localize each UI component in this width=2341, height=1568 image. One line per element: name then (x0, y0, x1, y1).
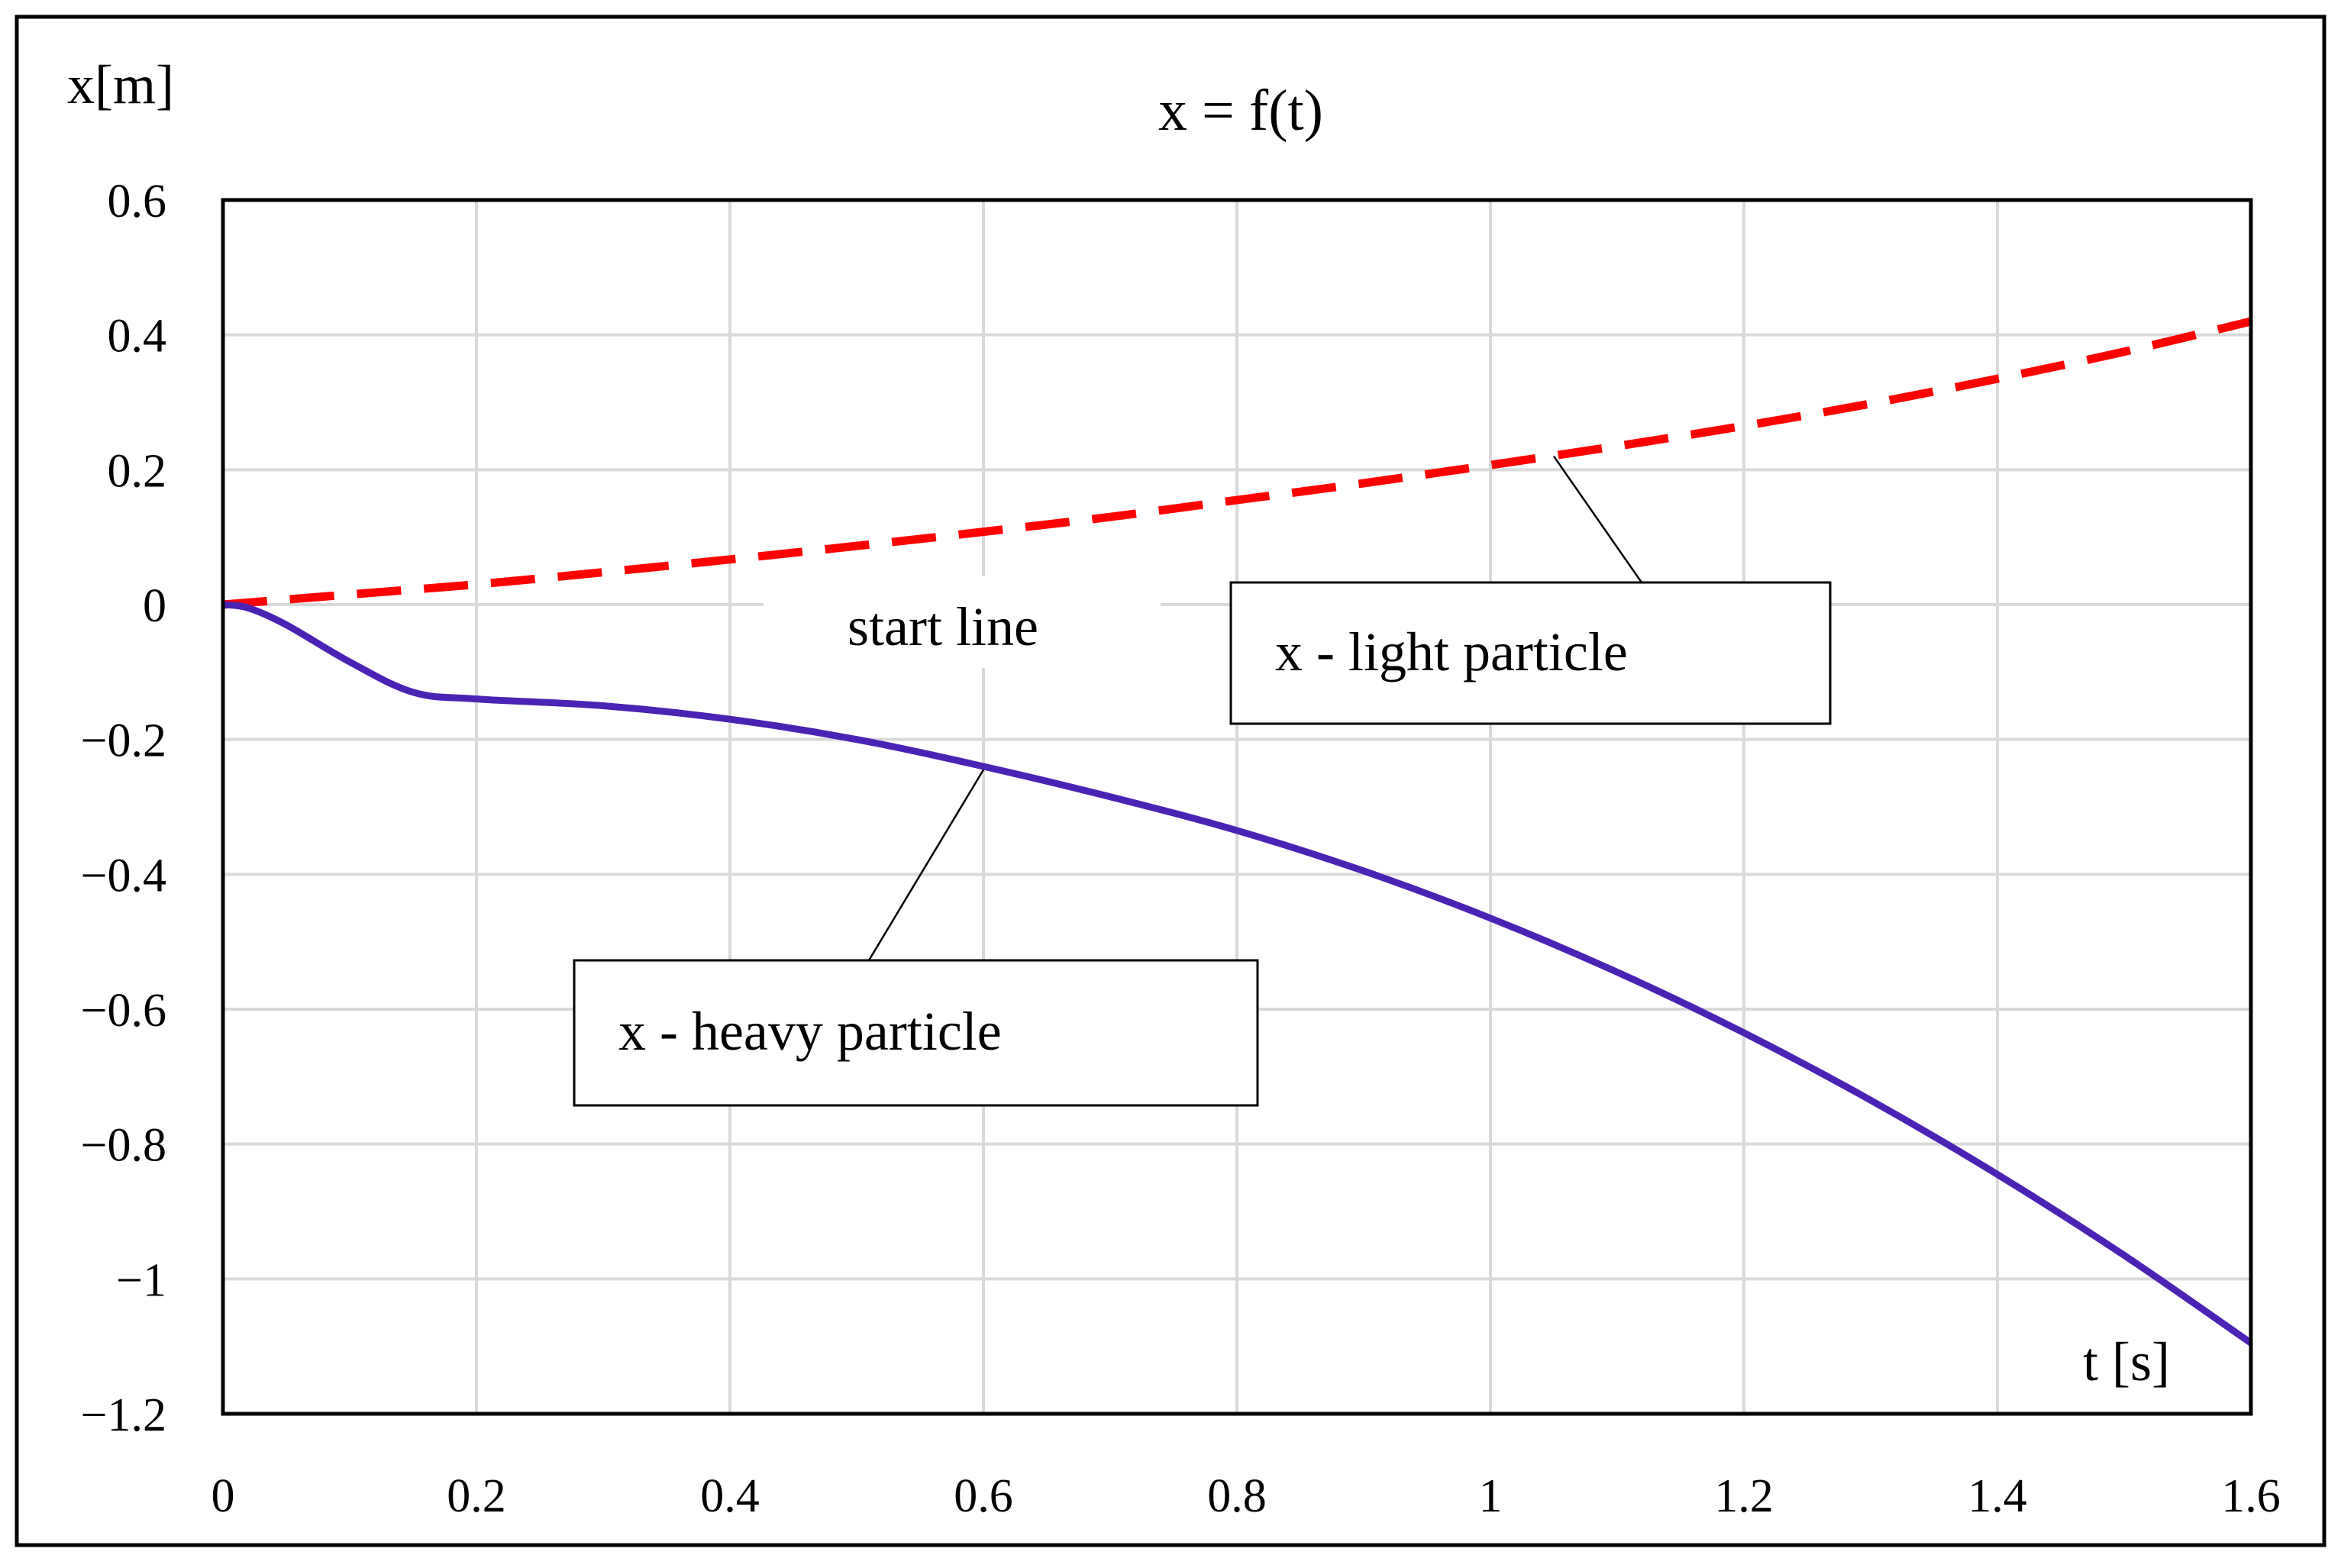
y-tick-label: 0.4 (108, 311, 167, 363)
start-line-label: start line (848, 596, 1038, 657)
heavy-particle-label-box (573, 959, 1259, 1107)
x-axis-label: t [s] (2083, 1331, 2170, 1392)
x-tick-label: 0.4 (700, 1470, 760, 1522)
heavy-particle-series-line (222, 601, 2253, 1346)
y-tick-label: 0.6 (108, 176, 167, 227)
x-tick-label: 1.4 (1968, 1470, 2027, 1522)
light-particle-series-line (222, 317, 2252, 609)
y-tick-label: −1 (116, 1254, 166, 1306)
y-axis-label: x[m] (67, 54, 174, 115)
light-particle-label-box (1229, 581, 1832, 725)
y-tick-label: −0.8 (81, 1120, 166, 1172)
chart-frame (15, 15, 2326, 1547)
x-tick-label: 1.6 (2221, 1470, 2281, 1522)
x-tick-label: 1.2 (1714, 1470, 1774, 1522)
x-tick-label: 0 (211, 1470, 235, 1522)
x-tick-label: 0.6 (954, 1470, 1013, 1522)
heavy-particle-label: x - heavy particle (618, 1001, 1002, 1062)
tick-labels: 0 0.2 0.4 0.6 0.8 1 1.2 1.4 1.6 0.6 0.4 0.2 0 −0.2 −0.… (81, 176, 2281, 1522)
y-tick-label: −1.2 (81, 1389, 166, 1441)
x-tick-label: 0.2 (447, 1470, 506, 1522)
chart-title: x = f(t) (1158, 79, 1323, 143)
x-tick-label: 1 (1479, 1470, 1503, 1522)
light-particle-leader-line (1552, 455, 1643, 583)
heavy-particle-leader-line (867, 769, 985, 961)
start-line-label-background (764, 576, 1161, 668)
x-tick-label: 0.8 (1207, 1470, 1267, 1522)
y-tick-label: 0 (143, 580, 166, 632)
y-tick-label: −0.6 (81, 985, 166, 1037)
y-tick-label: 0.2 (108, 445, 167, 497)
series (222, 317, 2253, 1346)
y-tick-label: −0.2 (81, 715, 166, 767)
y-tick-label: −0.4 (81, 850, 166, 902)
plot-area-border (221, 198, 2253, 1416)
light-particle-label: x - light particle (1275, 621, 1628, 682)
